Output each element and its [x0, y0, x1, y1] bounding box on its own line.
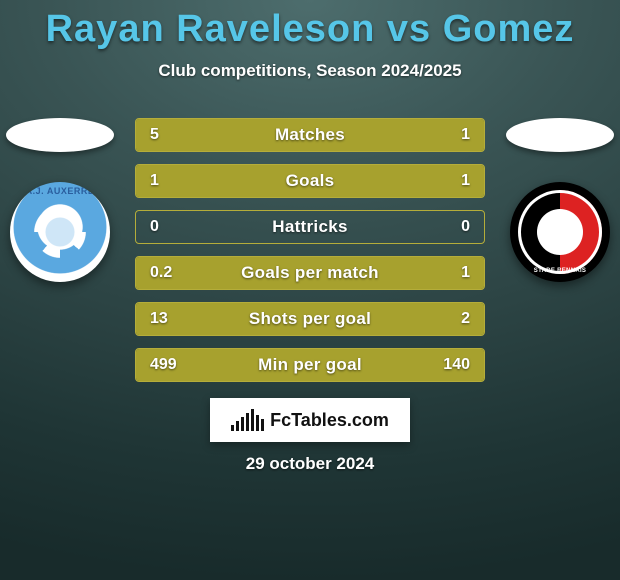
right-country-flag	[506, 118, 614, 152]
right-club-badge-label: STADE RENNAIS	[510, 268, 610, 274]
stat-left-value: 5	[150, 126, 159, 144]
stat-row: 5 Matches 1	[135, 118, 485, 152]
brand-bar	[251, 409, 254, 431]
stat-label: Min per goal	[258, 355, 362, 375]
stats-container: 5 Matches 1 1 Goals 1 0 Hattricks 0 0.2 Goals per …	[135, 118, 485, 394]
stat-left-value: 0.2	[150, 264, 172, 282]
stat-left-fill	[136, 165, 310, 197]
stat-right-value: 1	[461, 172, 470, 190]
brand-bar	[231, 425, 234, 431]
brand-bar	[241, 417, 244, 431]
left-player-column: A.J. AUXERRE	[0, 118, 120, 282]
brand-bar	[246, 413, 249, 431]
brand-bar	[256, 415, 259, 431]
subtitle: Club competitions, Season 2024/2025	[0, 61, 620, 81]
stat-row: 0 Hattricks 0	[135, 210, 485, 244]
stat-label: Goals per match	[241, 263, 379, 283]
stat-left-value: 499	[150, 356, 177, 374]
stat-left-value: 0	[150, 218, 159, 236]
date-label: 29 october 2024	[0, 454, 620, 474]
stat-left-value: 13	[150, 310, 168, 328]
stat-left-value: 1	[150, 172, 159, 190]
stat-row: 13 Shots per goal 2	[135, 302, 485, 336]
stat-right-value: 0	[461, 218, 470, 236]
stat-label: Goals	[286, 171, 335, 191]
stat-right-value: 140	[443, 356, 470, 374]
left-club-badge: A.J. AUXERRE	[10, 182, 110, 282]
brand-bar	[261, 419, 264, 431]
stat-right-fill	[310, 165, 484, 197]
stat-label: Matches	[275, 125, 345, 145]
stat-label: Hattricks	[272, 217, 347, 237]
stat-row: 499 Min per goal 140	[135, 348, 485, 382]
brand-bar	[236, 421, 239, 431]
stat-row: 1 Goals 1	[135, 164, 485, 198]
brand-text: FcTables.com	[270, 410, 389, 431]
brand-bars-icon	[231, 409, 264, 431]
stat-row: 0.2 Goals per match 1	[135, 256, 485, 290]
stat-right-fill	[425, 119, 484, 151]
page-title: Rayan Raveleson vs Gomez	[0, 0, 620, 51]
right-club-badge: STADE RENNAIS	[510, 182, 610, 282]
stat-right-value: 1	[461, 126, 470, 144]
stat-right-value: 2	[461, 310, 470, 328]
left-country-flag	[6, 118, 114, 152]
branding-badge: FcTables.com	[210, 398, 410, 442]
stat-right-value: 1	[461, 264, 470, 282]
stat-label: Shots per goal	[249, 309, 371, 329]
left-club-badge-label: A.J. AUXERRE	[10, 186, 110, 196]
right-player-column: STADE RENNAIS	[500, 118, 620, 282]
